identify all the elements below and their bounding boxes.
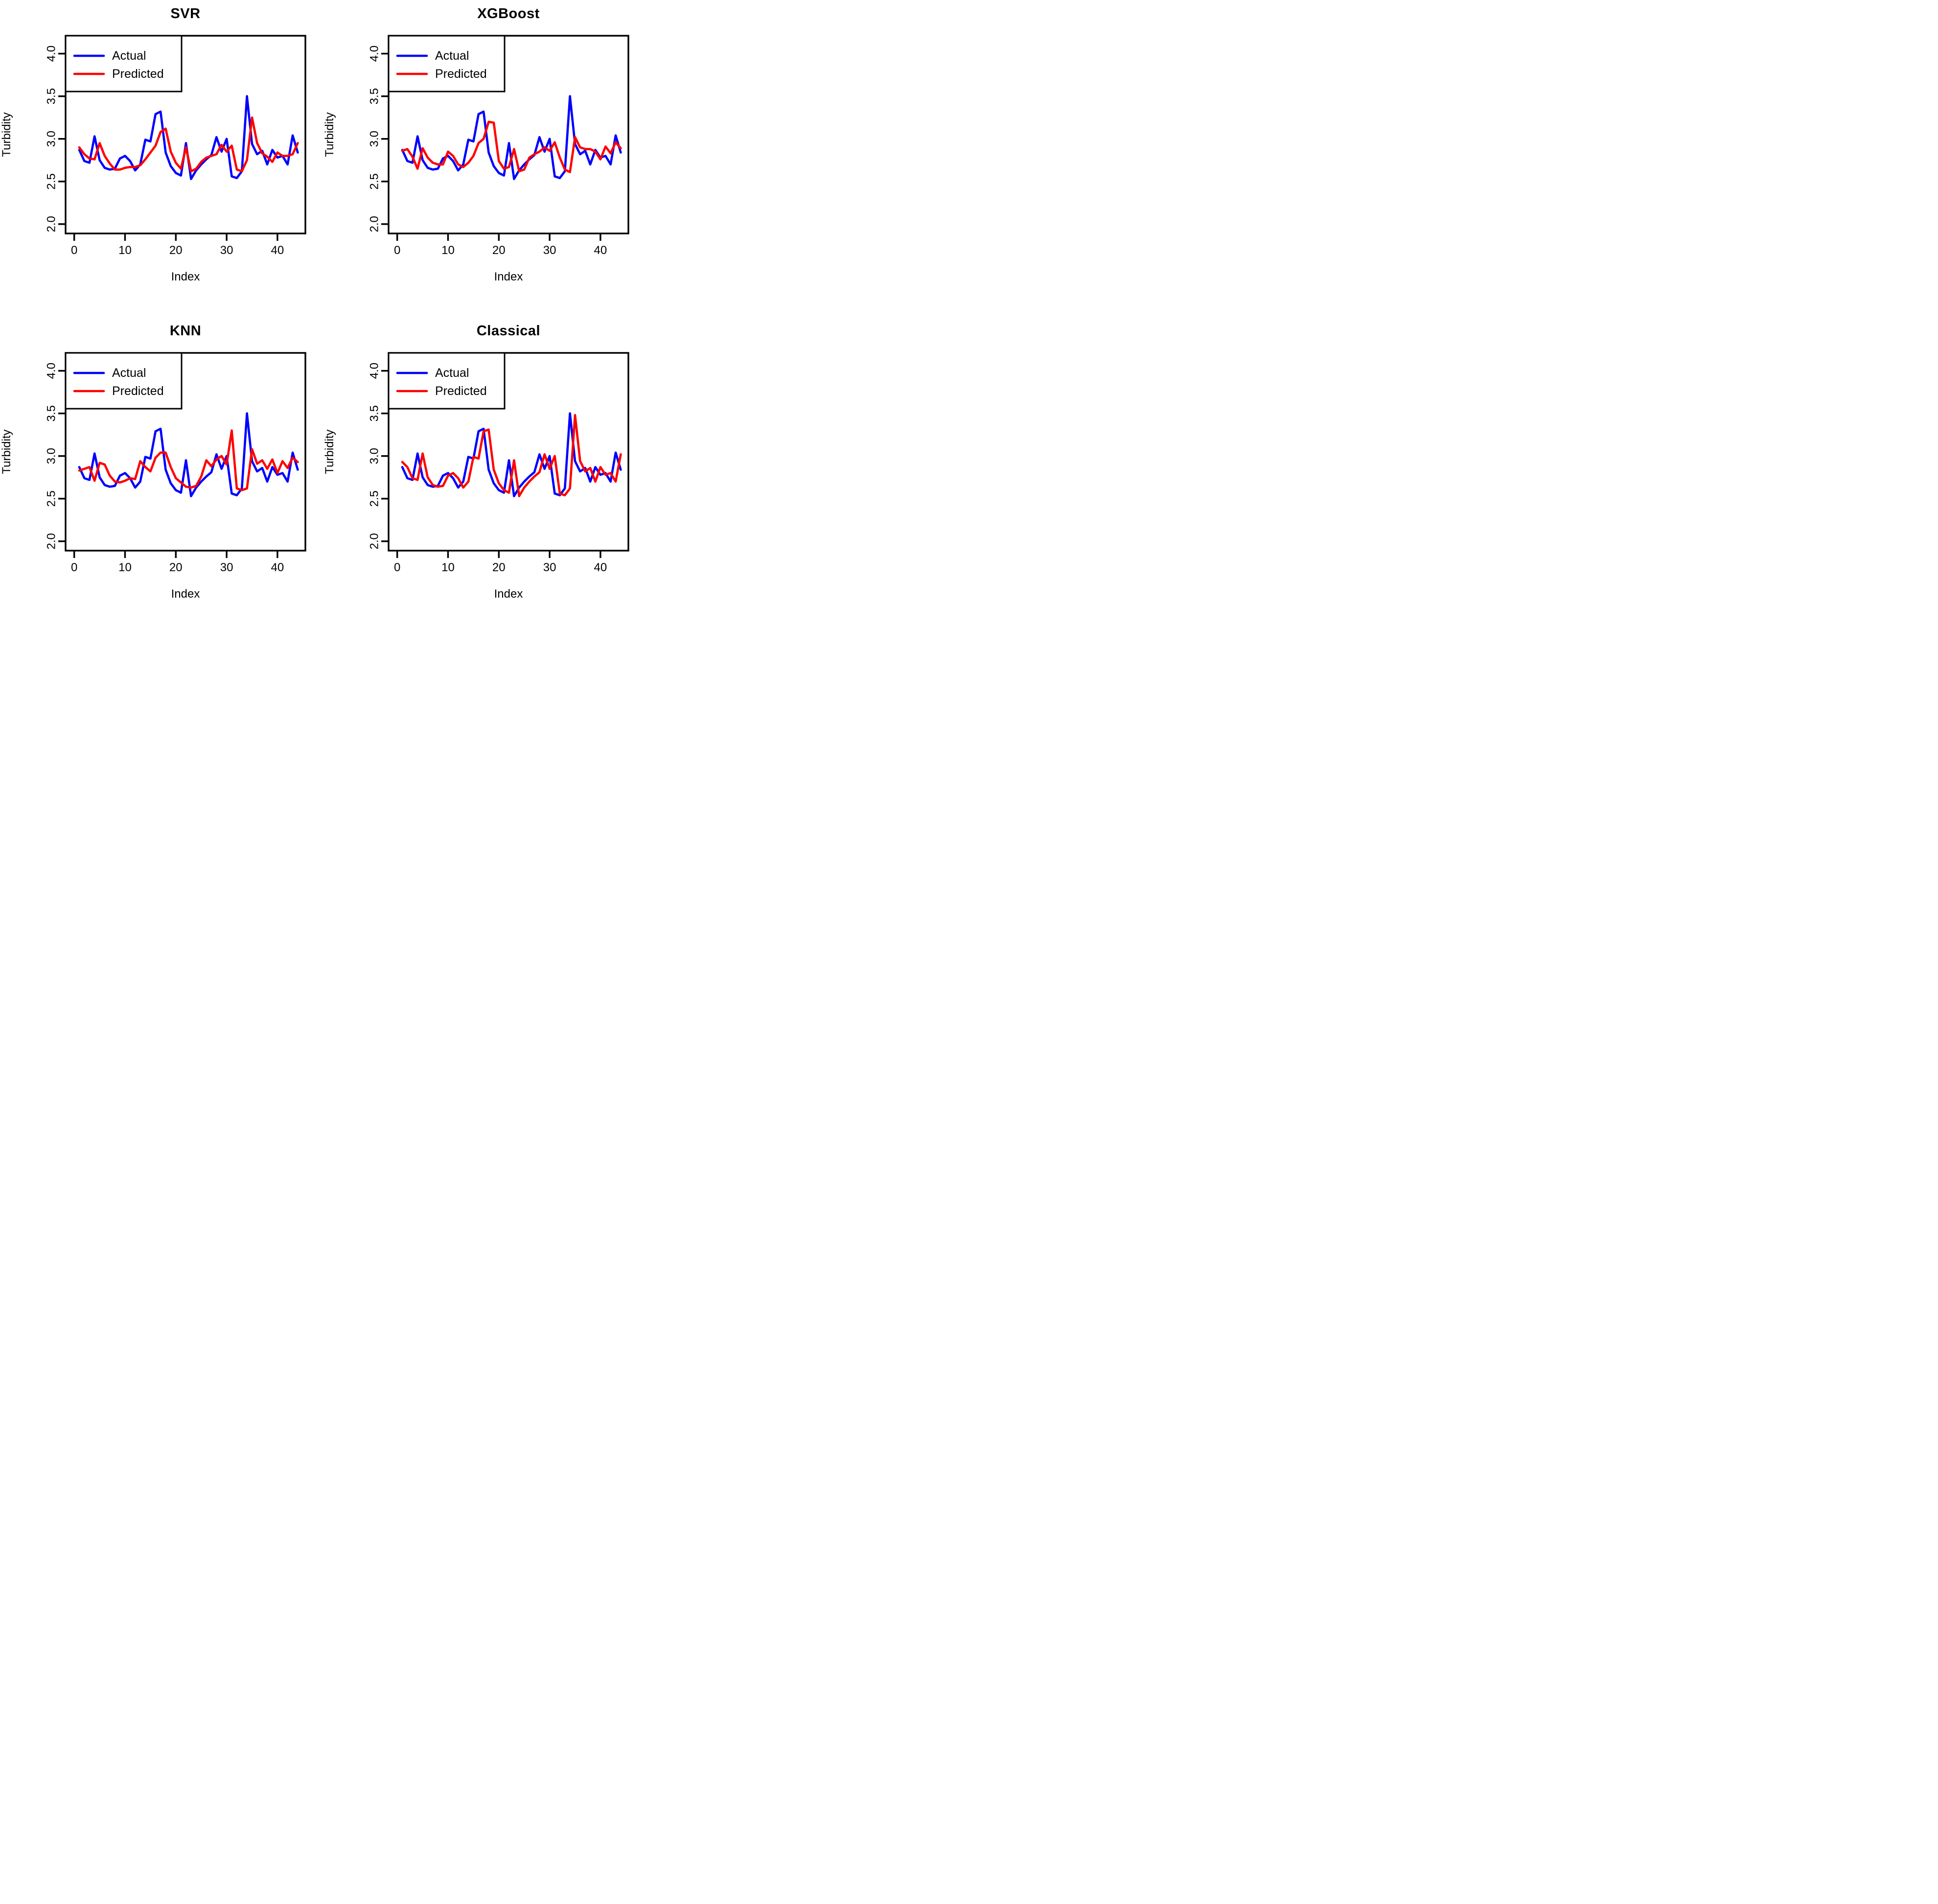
panel-knn: KNN Turbidity Index 0 10 20 30 40 2.0 2.5 3.0 3.… [0, 317, 323, 634]
plot-area-svr: 0 10 20 30 40 2.0 2.5 3.0 3.5 4.0 Actual Predicted [45, 35, 306, 257]
legend-label-predicted: Predicted [435, 384, 487, 398]
legend-label-actual: Actual [435, 49, 469, 63]
legend-box [388, 35, 506, 93]
y-tick-label: 3.5 [368, 88, 381, 104]
y-tick-label: 2.0 [45, 216, 58, 232]
panel-title-svr: SVR [170, 6, 201, 22]
legend-label-predicted: Predicted [112, 384, 164, 398]
panel-title-classical: Classical [476, 323, 541, 339]
x-tick-label: 30 [543, 244, 556, 257]
x-tick-label: 40 [594, 244, 607, 257]
series-line-actual [78, 412, 299, 497]
series-line-predicted [401, 414, 622, 497]
legend-label-predicted: Predicted [112, 67, 164, 81]
plot-box [388, 35, 629, 234]
x-tick-label: 0 [71, 561, 77, 574]
y-tick-label: 2.0 [368, 216, 381, 232]
x-tick-label: 0 [71, 244, 77, 257]
panel-grid: SVR Turbidity Index 0 10 20 30 40 2.0 2.5 3.0 3.… [0, 0, 646, 634]
panel-classical: Classical Turbidity Index 0 10 20 30 40 2.0 2.… [323, 317, 646, 634]
legend-label-actual: Actual [435, 366, 469, 380]
y-tick-label: 2.5 [45, 173, 58, 189]
x-tick-label: 10 [441, 561, 455, 574]
y-tick-label: 3.0 [368, 448, 381, 464]
y-tick-label: 2.0 [45, 533, 58, 549]
plot-box [388, 352, 629, 552]
y-tick-label: 3.5 [45, 88, 58, 104]
panel-title-xgboost: XGBoost [477, 6, 540, 22]
series-line-predicted [78, 429, 299, 491]
plot-box [65, 35, 306, 234]
legend-box [388, 352, 506, 410]
x-tick-label: 20 [492, 561, 506, 574]
legend-label-predicted: Predicted [435, 67, 487, 81]
x-tick-label: 30 [543, 561, 556, 574]
x-tick-label: 0 [394, 244, 400, 257]
legend-box [65, 352, 183, 410]
x-tick-label: 10 [118, 244, 132, 257]
x-tick-label: 40 [271, 561, 284, 574]
panel-title-knn: KNN [169, 323, 202, 339]
y-tick-label: 4.0 [368, 363, 381, 379]
figure-multipanel-turbidity: SVR Turbidity Index 0 10 20 30 40 2.0 2.5 3.0 3.… [0, 0, 646, 634]
y-tick-label: 3.0 [368, 131, 381, 147]
x-axis-label: Index [171, 270, 200, 283]
x-tick-label: 30 [220, 561, 233, 574]
y-tick-label: 3.0 [45, 131, 58, 147]
x-tick-label: 20 [169, 244, 183, 257]
x-axis-label: Index [494, 270, 523, 283]
plot-area-classical: 0 10 20 30 40 2.0 2.5 3.0 3.5 4.0 Actual Predicted [368, 352, 629, 574]
y-tick-label: 2.5 [368, 173, 381, 189]
x-axis-label: Index [494, 587, 523, 601]
y-tick-label: 2.5 [368, 490, 381, 507]
series-line-predicted [401, 120, 622, 173]
series-line-predicted [78, 116, 299, 173]
x-tick-label: 0 [394, 561, 400, 574]
y-tick-label: 4.0 [368, 46, 381, 62]
plot-area-xgboost: 0 10 20 30 40 2.0 2.5 3.0 3.5 4.0 Actual Predicted [368, 35, 629, 257]
x-tick-label: 30 [220, 244, 233, 257]
x-axis-label: Index [171, 587, 200, 601]
panel-xgboost: XGBoost Turbidity Index 0 10 20 30 40 2.0 2.5 3… [323, 0, 646, 317]
y-tick-label: 3.0 [45, 448, 58, 464]
x-tick-label: 10 [118, 561, 132, 574]
x-tick-label: 40 [271, 244, 284, 257]
y-tick-label: 4.0 [45, 363, 58, 379]
x-tick-label: 10 [441, 244, 455, 257]
series-line-actual [401, 95, 622, 180]
legend-box [65, 35, 183, 93]
y-tick-label: 2.5 [45, 490, 58, 507]
legend-label-actual: Actual [112, 366, 146, 380]
x-tick-label: 40 [594, 561, 607, 574]
plot-box [65, 352, 306, 552]
y-tick-label: 2.0 [368, 533, 381, 549]
y-tick-label: 3.5 [45, 405, 58, 421]
y-tick-label: 4.0 [45, 46, 58, 62]
x-tick-label: 20 [169, 561, 183, 574]
panel-svr: SVR Turbidity Index 0 10 20 30 40 2.0 2.5 3.0 3.… [0, 0, 323, 317]
y-tick-label: 3.5 [368, 405, 381, 421]
legend-label-actual: Actual [112, 49, 146, 63]
plot-area-knn: 0 10 20 30 40 2.0 2.5 3.0 3.5 4.0 Actual Predicted [45, 352, 306, 574]
x-tick-label: 20 [492, 244, 506, 257]
